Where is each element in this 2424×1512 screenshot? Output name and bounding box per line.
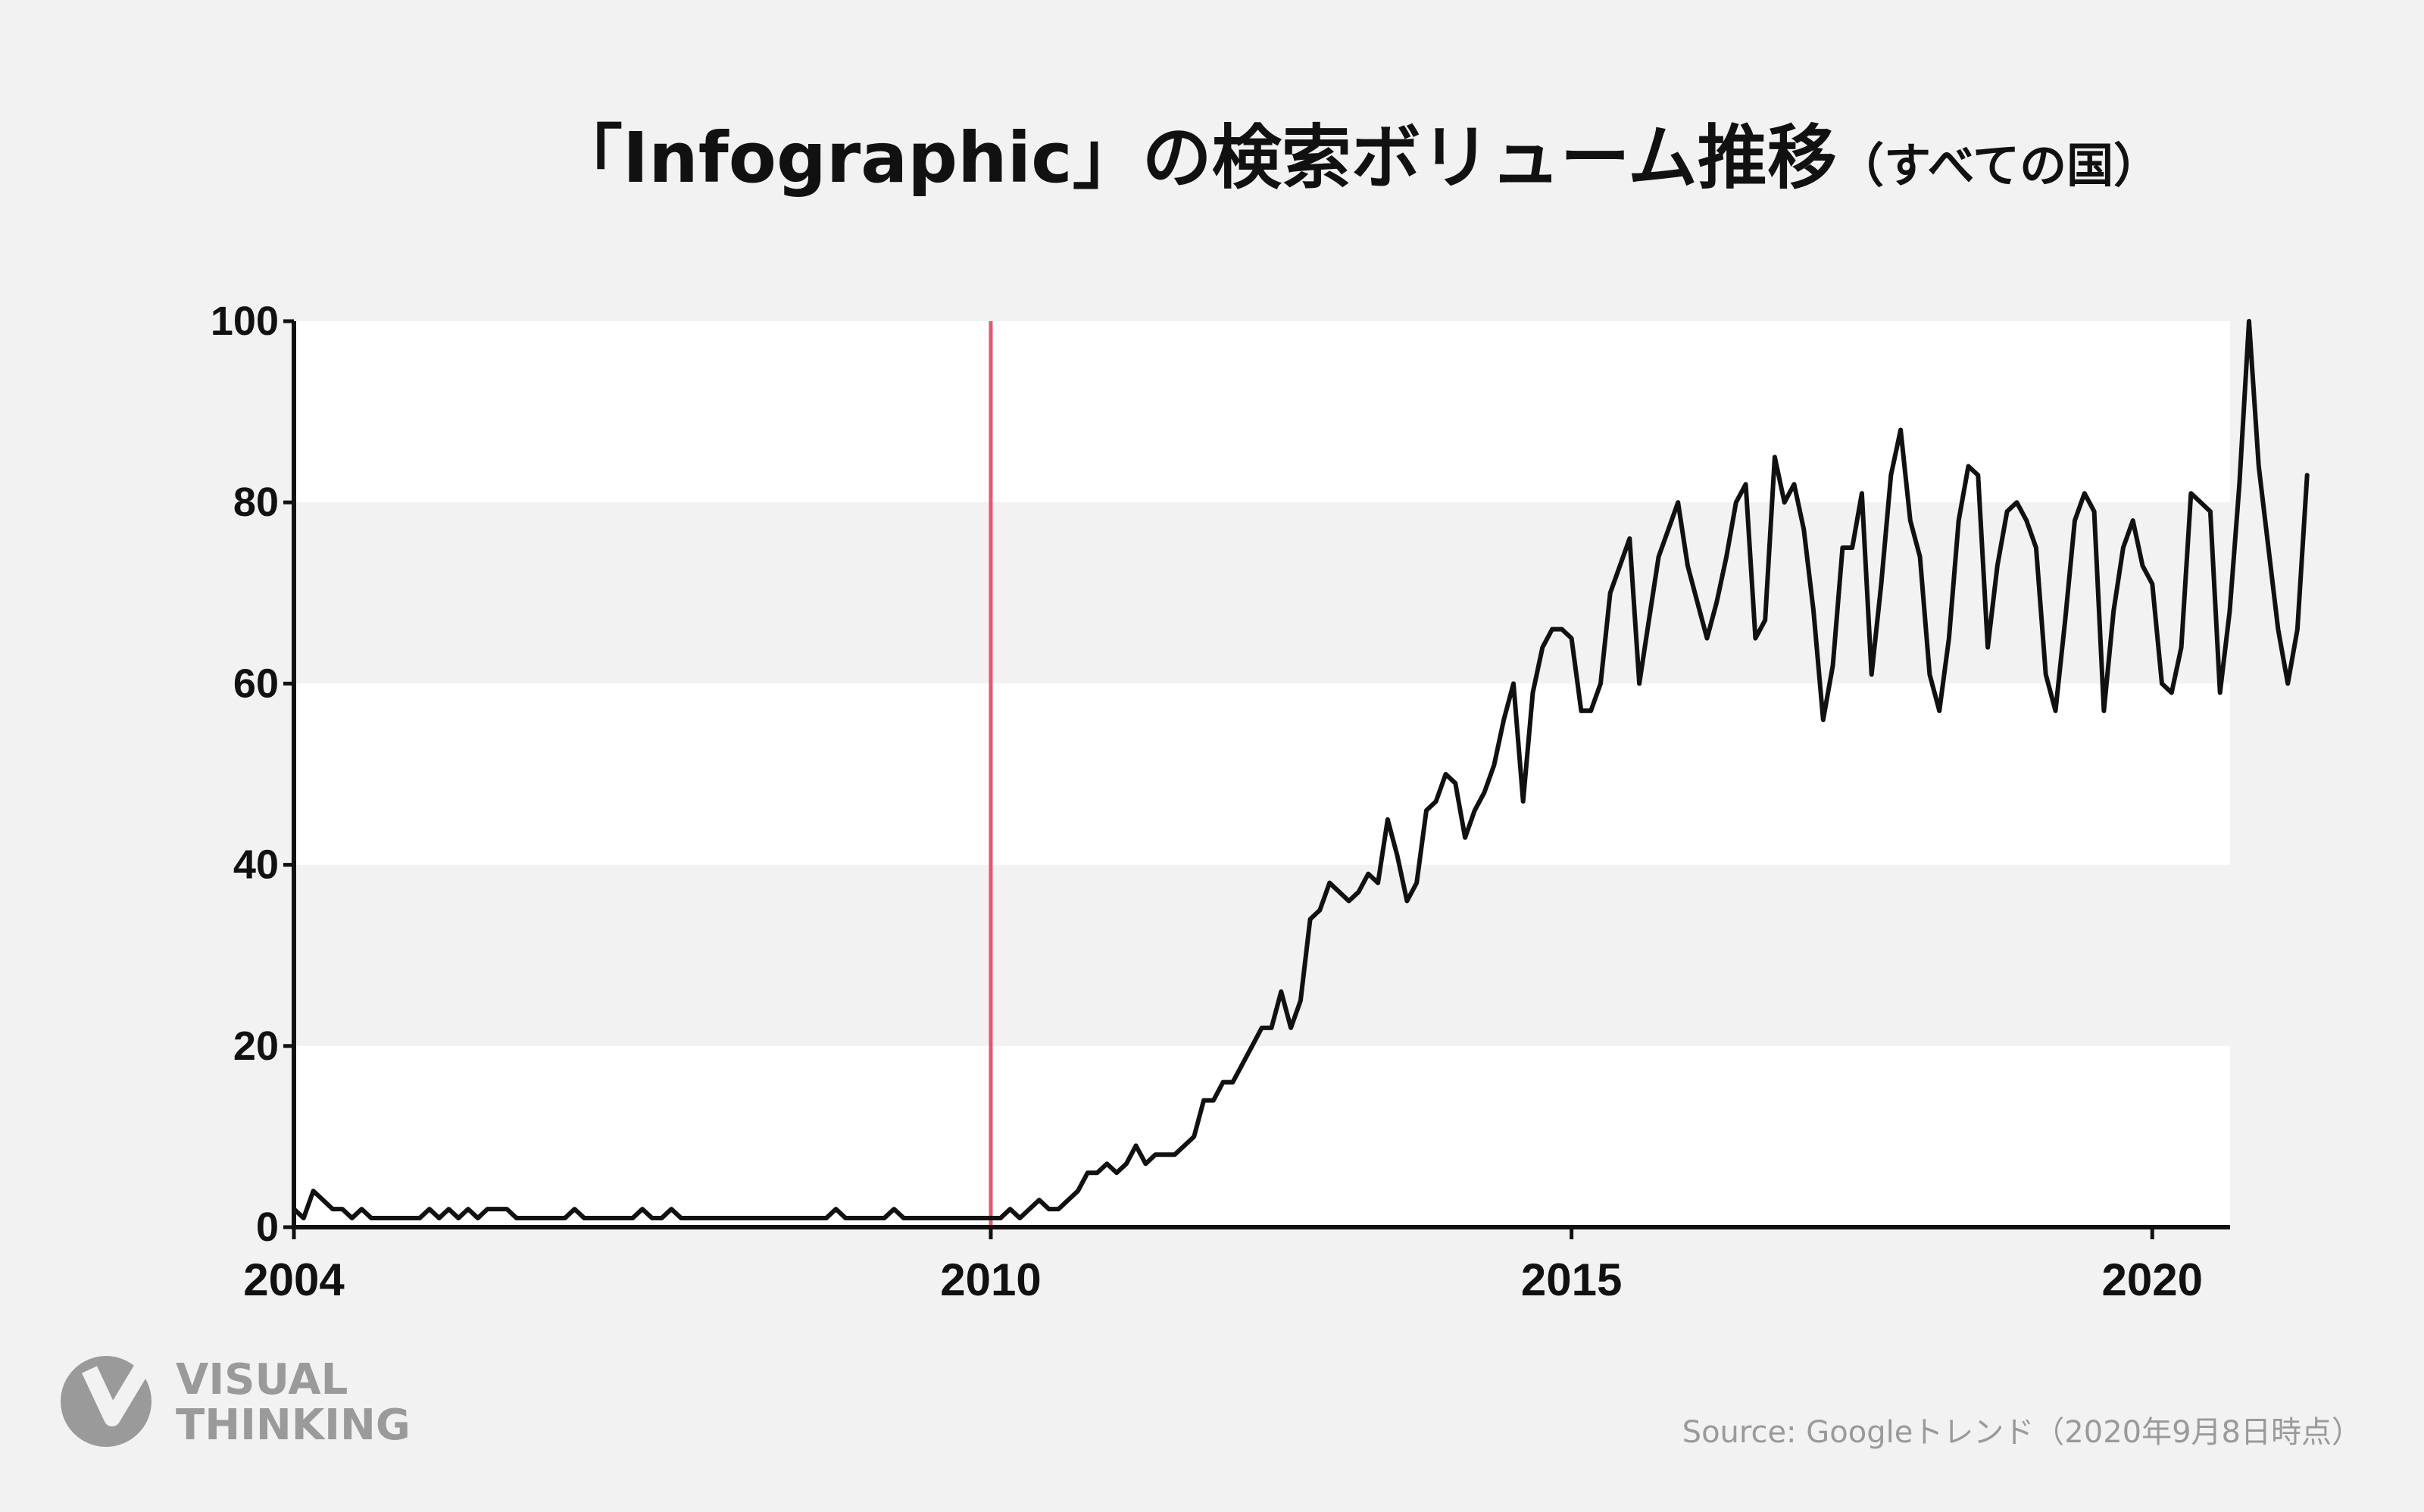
x-tick-label-2015: 2015 <box>1521 1254 1622 1305</box>
x-tick-label-2020: 2020 <box>2102 1254 2203 1305</box>
chart-subtitle: （すべての国） <box>1837 138 2160 193</box>
logo-line2: THINKING <box>176 1401 411 1450</box>
y-tick-label-100: 100 <box>211 298 279 344</box>
y-tick-label-40: 40 <box>233 842 279 888</box>
band-40-60 <box>294 683 2230 865</box>
y-tick-labels: 0 20 40 60 80 100 <box>211 298 294 1250</box>
chart-title-main: 「Infographic」の検索ボリューム推移 <box>553 117 1837 198</box>
plot-area: 0 20 40 60 80 100 2004 2010 2015 2020 <box>211 298 2310 1305</box>
background-bands <box>294 321 2230 1227</box>
axes <box>292 321 2230 1229</box>
y-tick-label-80: 80 <box>233 480 279 525</box>
search-volume-line <box>292 319 2310 1220</box>
x-tick-label-2010: 2010 <box>940 1254 1041 1305</box>
x-tick-label-2004: 2004 <box>243 1254 345 1305</box>
series-layer <box>292 319 2310 1220</box>
logo-line1: VISUAL <box>176 1355 348 1404</box>
x-tick-labels: 2004 2010 2015 2020 <box>243 1227 2203 1305</box>
logo-check-icon <box>82 1338 165 1426</box>
y-tick-label-0: 0 <box>256 1204 279 1250</box>
visual-thinking-logo: VISUAL THINKING <box>61 1338 411 1450</box>
chart-title: 「Infographic」の検索ボリューム推移（すべての国） <box>553 117 2160 198</box>
y-tick-label-20: 20 <box>233 1023 279 1069</box>
band-0-20 <box>294 1045 2230 1227</box>
y-tick-label-60: 60 <box>233 661 279 706</box>
band-80-100 <box>294 321 2230 503</box>
source-note: Source: Googleトレンド（2020年9月8日時点） <box>1682 1415 2362 1450</box>
